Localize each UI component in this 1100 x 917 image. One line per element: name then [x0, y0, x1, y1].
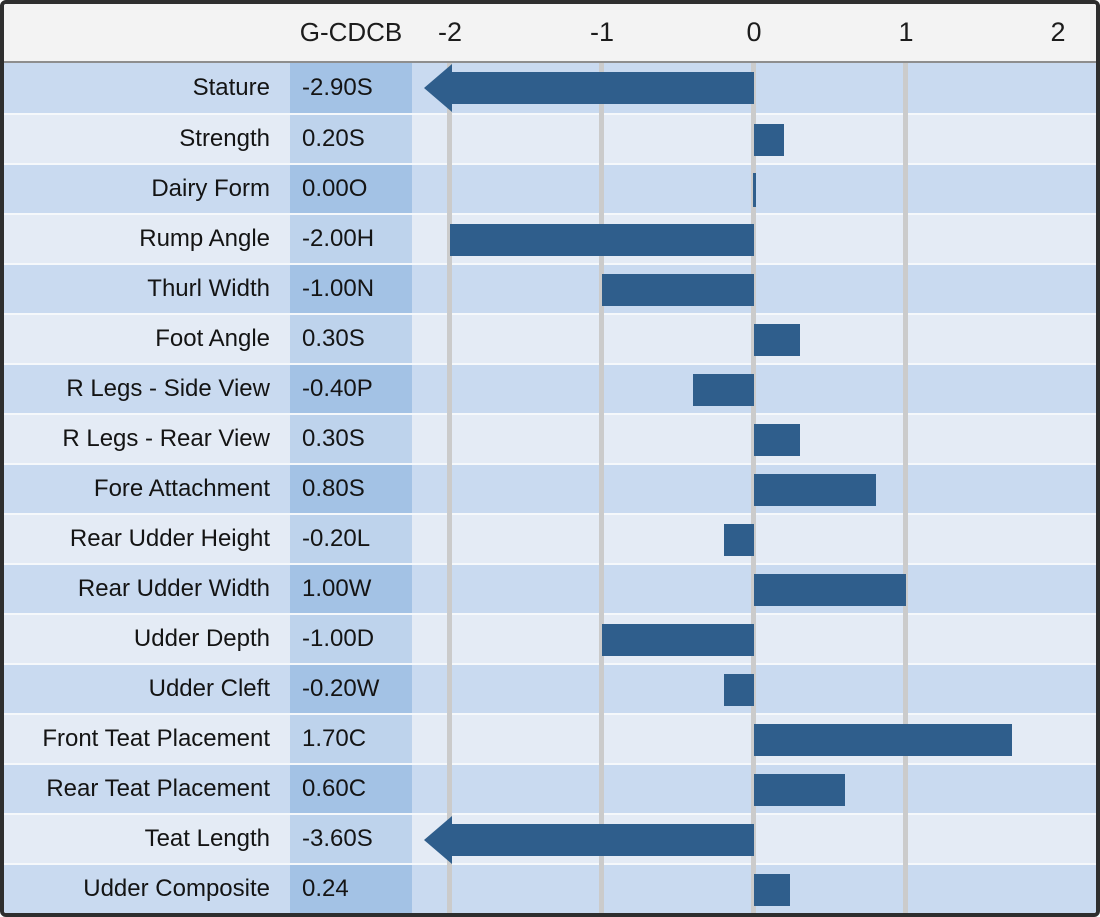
- trait-bar: [754, 324, 800, 356]
- trait-row: Udder Composite 0.24: [4, 863, 1096, 913]
- trait-bar: [754, 474, 876, 506]
- trait-bar: [693, 374, 754, 406]
- trait-label: Udder Cleft: [4, 665, 290, 713]
- trait-bar: [754, 774, 846, 806]
- trait-label: Front Teat Placement: [4, 715, 290, 763]
- overflow-arrow-icon: [424, 64, 452, 112]
- trait-row: Teat Length -3.60S: [4, 813, 1096, 864]
- trait-value: 0.30S: [290, 415, 412, 463]
- trait-bar: [450, 224, 754, 256]
- trait-value: 0.24: [290, 865, 412, 913]
- trait-label: R Legs - Rear View: [4, 415, 290, 463]
- trait-row: Rear Udder Width 1.00W: [4, 563, 1096, 613]
- gridline-zero: [751, 63, 756, 913]
- trait-row: Foot Angle 0.30S: [4, 313, 1096, 363]
- trait-bar-overflow: [452, 72, 754, 104]
- trait-bar: [723, 524, 754, 556]
- trait-label: Rear Udder Width: [4, 565, 290, 613]
- trait-row: Rump Angle -2.00H: [4, 213, 1096, 263]
- trait-value: -0.20L: [290, 515, 412, 563]
- chart-header: G-CDCB -2 -1 0 1 2: [4, 4, 1096, 63]
- trait-label: Dairy Form: [4, 165, 290, 213]
- overflow-arrow-icon: [424, 816, 452, 864]
- axis-tick-neg2: -2: [437, 17, 463, 47]
- trait-row: Fore Attachment 0.80S: [4, 463, 1096, 513]
- trait-value: 0.30S: [290, 315, 412, 363]
- trait-row: Stature -2.90S: [4, 63, 1096, 113]
- trait-row: Thurl Width -1.00N: [4, 263, 1096, 313]
- gridline-pos1: [903, 63, 908, 913]
- trait-value: 0.80S: [290, 465, 412, 513]
- axis-tick-zero: 0: [746, 17, 762, 47]
- trait-bar-zero: [753, 173, 756, 207]
- axis-tick-neg1: -1: [589, 17, 615, 47]
- trait-label: Udder Depth: [4, 615, 290, 663]
- trait-row: R Legs - Side View -0.40P: [4, 363, 1096, 413]
- trait-value: 0.00O: [290, 165, 412, 213]
- trait-row: Dairy Form 0.00O: [4, 163, 1096, 213]
- trait-bar-track: [412, 165, 1096, 213]
- trait-bar: [602, 624, 754, 656]
- axis-tick-pos2: 2: [1050, 17, 1066, 47]
- trait-bar: [602, 274, 754, 306]
- trait-row: Udder Cleft -0.20W: [4, 663, 1096, 713]
- trait-value: -1.00N: [290, 265, 412, 313]
- trait-row: Front Teat Placement 1.70C: [4, 713, 1096, 763]
- trait-bar: [754, 424, 800, 456]
- trait-row: Strength 0.20S: [4, 113, 1096, 163]
- gridline-neg1: [599, 63, 604, 913]
- trait-row: Rear Udder Height -0.20L: [4, 513, 1096, 563]
- trait-label: Thurl Width: [4, 265, 290, 313]
- chart-body: Stature -2.90S Strength 0.20S Dairy Form 0.00…: [4, 63, 1096, 913]
- trait-label: Stature: [4, 63, 290, 113]
- trait-label: Foot Angle: [4, 315, 290, 363]
- trait-value: -2.00H: [290, 215, 412, 263]
- trait-value: 0.20S: [290, 115, 412, 163]
- trait-bar: [754, 574, 906, 606]
- trait-label: Rear Udder Height: [4, 515, 290, 563]
- trait-bar: [754, 124, 785, 156]
- trait-value: 1.00W: [290, 565, 412, 613]
- trait-bar: [754, 874, 791, 906]
- trait-label: Teat Length: [4, 815, 290, 863]
- trait-row: Rear Teat Placement 0.60C: [4, 763, 1096, 813]
- trait-label: R Legs - Side View: [4, 365, 290, 413]
- value-column-header: G-CDCB: [299, 17, 403, 47]
- trait-bar: [754, 724, 1013, 756]
- trait-value: -2.90S: [290, 63, 412, 113]
- trait-label: Rear Teat Placement: [4, 765, 290, 813]
- trait-bar: [723, 674, 754, 706]
- axis-tick-pos1: 1: [898, 17, 914, 47]
- trait-value: -1.00D: [290, 615, 412, 663]
- gridline-neg2: [447, 63, 452, 913]
- trait-row: Udder Depth -1.00D: [4, 613, 1096, 663]
- trait-value: -3.60S: [290, 815, 412, 863]
- trait-value: -0.40P: [290, 365, 412, 413]
- trait-value: 1.70C: [290, 715, 412, 763]
- trait-value: 0.60C: [290, 765, 412, 813]
- trait-row: R Legs - Rear View 0.30S: [4, 413, 1096, 463]
- trait-label: Strength: [4, 115, 290, 163]
- trait-value: -0.20W: [290, 665, 412, 713]
- trait-bar-track: [412, 115, 1096, 163]
- trait-label: Fore Attachment: [4, 465, 290, 513]
- trait-label: Rump Angle: [4, 215, 290, 263]
- trait-bar-overflow: [452, 824, 754, 856]
- trait-label: Udder Composite: [4, 865, 290, 913]
